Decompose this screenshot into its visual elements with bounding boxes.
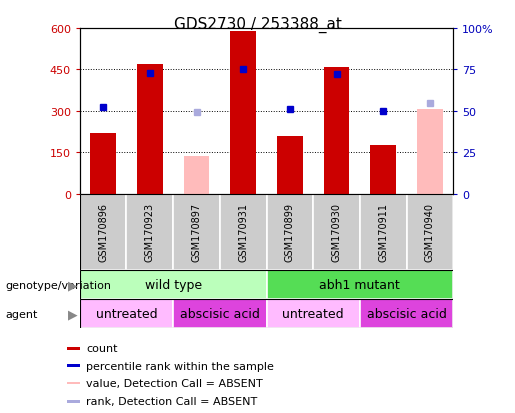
Text: GDS2730 / 253388_at: GDS2730 / 253388_at <box>174 17 341 33</box>
Bar <box>267 299 360 328</box>
Bar <box>313 194 360 271</box>
Bar <box>370 146 396 194</box>
Bar <box>137 65 163 194</box>
Bar <box>173 194 220 271</box>
Bar <box>360 194 406 271</box>
Text: genotype/variation: genotype/variation <box>5 280 111 290</box>
Text: ▶: ▶ <box>67 307 77 320</box>
Text: GSM170931: GSM170931 <box>238 203 248 262</box>
Text: GSM170940: GSM170940 <box>425 203 435 262</box>
Text: GSM170930: GSM170930 <box>332 203 341 262</box>
Text: GSM170897: GSM170897 <box>192 203 201 262</box>
Text: abscisic acid: abscisic acid <box>367 307 447 320</box>
Text: value, Detection Call = ABSENT: value, Detection Call = ABSENT <box>86 378 263 388</box>
Bar <box>67 347 80 350</box>
Text: abscisic acid: abscisic acid <box>180 307 260 320</box>
Bar <box>67 382 80 385</box>
Text: GSM170899: GSM170899 <box>285 203 295 262</box>
Bar <box>267 271 453 299</box>
Bar <box>127 194 173 271</box>
Bar <box>80 299 173 328</box>
Bar <box>267 194 313 271</box>
Text: rank, Detection Call = ABSENT: rank, Detection Call = ABSENT <box>86 396 257 406</box>
Bar <box>80 194 127 271</box>
Bar <box>184 157 209 194</box>
Text: GSM170896: GSM170896 <box>98 203 108 262</box>
Bar <box>90 133 116 194</box>
Bar <box>80 271 267 299</box>
Bar <box>220 194 267 271</box>
Text: wild type: wild type <box>145 278 202 292</box>
Bar <box>324 67 349 194</box>
Bar <box>230 32 256 194</box>
Text: abh1 mutant: abh1 mutant <box>319 278 400 292</box>
Text: untreated: untreated <box>96 307 157 320</box>
Text: ▶: ▶ <box>67 278 77 292</box>
Text: count: count <box>86 344 117 354</box>
Bar <box>173 299 267 328</box>
Bar <box>67 365 80 367</box>
Bar <box>417 110 443 194</box>
Text: agent: agent <box>5 309 38 319</box>
Text: untreated: untreated <box>282 307 344 320</box>
Text: GSM170923: GSM170923 <box>145 203 155 262</box>
Text: percentile rank within the sample: percentile rank within the sample <box>86 361 274 371</box>
Bar <box>67 400 80 403</box>
Bar <box>360 299 453 328</box>
Text: GSM170911: GSM170911 <box>378 203 388 262</box>
Bar <box>406 194 453 271</box>
Bar <box>277 136 303 194</box>
